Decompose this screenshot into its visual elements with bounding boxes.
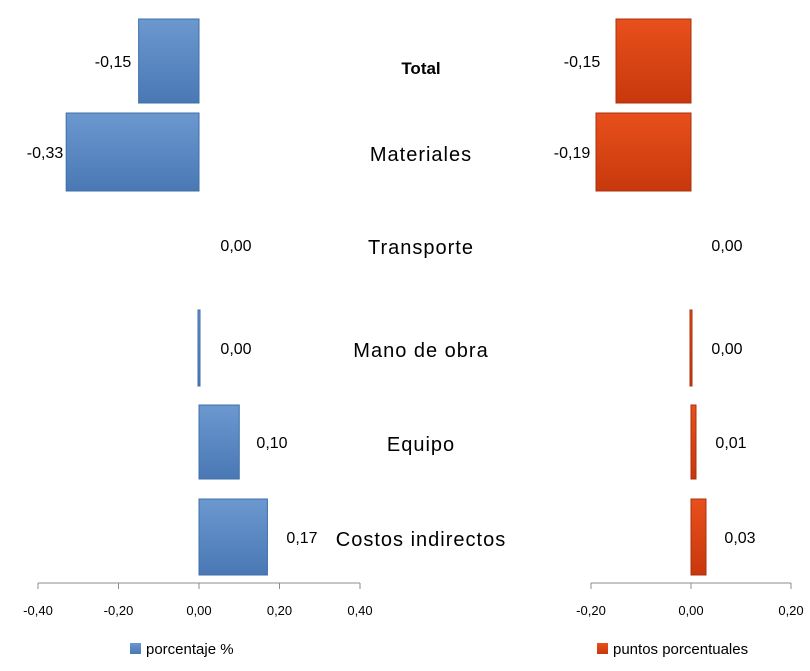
category-label-transporte: Transporte — [368, 237, 474, 259]
right-value-label-equipo: 0,01 — [715, 435, 746, 452]
category-label-materiales: Materiales — [370, 144, 472, 166]
right-value-label-transporte: 0,00 — [711, 238, 742, 255]
category-labels: Total Materiales Transporte Mano de obra Equ… — [336, 59, 506, 551]
right-value-label-costos-indirectos: 0,03 — [724, 530, 755, 547]
category-label-mano-de-obra: Mano de obra — [353, 340, 488, 362]
left-value-label-materiales: -0,33 — [27, 145, 64, 162]
right-x-tick-label: -0,20 — [576, 603, 606, 618]
left-x-tick-label: -0,20 — [104, 603, 134, 618]
right-bar-materiales — [595, 112, 692, 192]
left-x-tick-label: 0,40 — [347, 603, 372, 618]
left-x-tick-label: -0,40 — [23, 603, 53, 618]
left-legend-swatch — [130, 643, 141, 654]
right-legend-label: puntos porcentuales — [613, 641, 748, 658]
left-legend-label: porcentaje % — [146, 641, 234, 658]
right-value-label-total: -0,15 — [564, 54, 601, 71]
right-x-tick-label: 0,00 — [678, 603, 703, 618]
left-bar-materiales — [65, 112, 200, 192]
category-label-equipo: Equipo — [387, 434, 455, 456]
right-legend-swatch — [597, 643, 608, 654]
left-x-tick-label: 0,00 — [186, 603, 211, 618]
left-x-tick-label: 0,20 — [267, 603, 292, 618]
left-value-label-transporte: 0,00 — [220, 238, 251, 255]
right-chart-panel: -0,15 -0,19 0,00 0,00 0,01 0,03 -0,20 0,00 0,20 — [554, 18, 804, 618]
right-bar-total — [615, 18, 692, 104]
left-bar-costos-indirectos — [198, 498, 268, 576]
right-x-tick-label: 0,20 — [778, 603, 803, 618]
left-bar-equipo — [198, 404, 240, 480]
left-value-label-total: -0,15 — [95, 54, 132, 71]
left-value-label-mano-de-obra: 0,00 — [220, 341, 251, 358]
legend: porcentaje % puntos porcentuales — [130, 641, 748, 658]
right-value-label-materiales: -0,19 — [554, 145, 591, 162]
left-value-label-costos-indirectos: 0,17 — [286, 530, 317, 547]
right-bar-costos-indirectos — [690, 498, 707, 576]
category-label-costos-indirectos: Costos indirectos — [336, 529, 506, 551]
category-label-total: Total — [401, 59, 440, 78]
right-bar-equipo — [690, 404, 697, 480]
left-bar-total — [138, 18, 200, 104]
right-value-label-mano-de-obra: 0,00 — [711, 341, 742, 358]
left-chart-panel: -0,15 -0,33 0,00 0,00 0,10 0,17 -0,40 -0,20 0,00… — [23, 18, 373, 618]
left-bar-mano-de-obra — [197, 309, 201, 387]
left-value-label-equipo: 0,10 — [256, 435, 287, 452]
right-bar-mano-de-obra — [689, 309, 693, 387]
